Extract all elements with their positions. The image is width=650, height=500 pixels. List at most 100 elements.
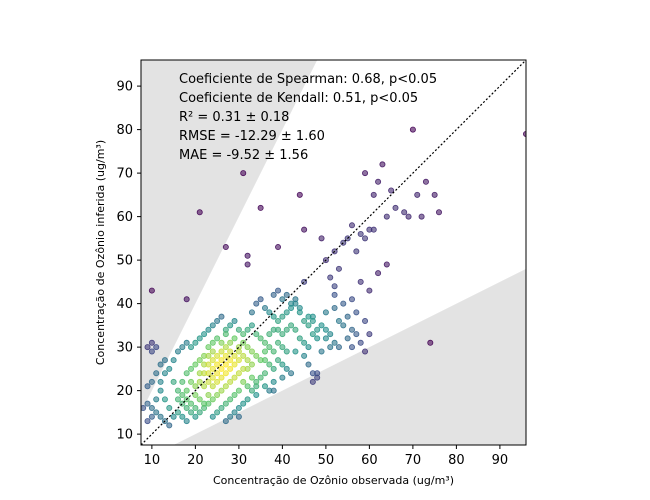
data-point [218, 387, 225, 394]
data-point [157, 387, 164, 394]
data-point [305, 344, 312, 351]
data-point [266, 344, 273, 351]
data-point [248, 309, 255, 316]
data-point [279, 331, 286, 338]
data-point [235, 387, 242, 394]
y-tick-label: 60 [116, 210, 133, 225]
data-point [227, 413, 234, 420]
data-point [183, 418, 190, 425]
data-point [222, 370, 229, 377]
data-point [240, 352, 247, 359]
data-point [296, 335, 303, 342]
data-point [275, 244, 282, 251]
data-point [279, 344, 286, 351]
data-point [383, 213, 390, 220]
x-axis-ticks: 10 20 30 40 50 60 70 80 90 [144, 445, 509, 468]
data-point [279, 296, 286, 303]
data-point [188, 365, 195, 372]
data-point [379, 161, 386, 168]
data-point [331, 304, 338, 311]
data-point [275, 339, 282, 346]
data-point [166, 422, 173, 429]
data-point [231, 361, 238, 368]
data-point [348, 326, 355, 333]
data-point [153, 396, 160, 403]
data-point [209, 383, 216, 390]
data-point [348, 344, 355, 351]
plot-frame [140, 59, 527, 446]
data-point [192, 361, 199, 368]
y-tick-label: 90 [116, 80, 133, 95]
data-point [174, 348, 181, 355]
data-point [231, 374, 238, 381]
data-point [318, 235, 325, 242]
data-point [235, 348, 242, 355]
data-point [231, 318, 238, 325]
data-point [214, 335, 221, 342]
data-point [227, 365, 234, 372]
data-point [366, 226, 373, 233]
data-point [144, 344, 151, 351]
data-point [435, 209, 442, 216]
data-point [275, 318, 282, 325]
data-point [235, 326, 242, 333]
data-point [209, 413, 216, 420]
data-point [222, 383, 229, 390]
y-axis-ticks: 10 20 30 40 50 60 70 80 90 [116, 80, 141, 443]
data-point [196, 335, 203, 342]
data-point [305, 322, 312, 329]
data-point [248, 361, 255, 368]
data-point [148, 348, 155, 355]
data-point [366, 331, 373, 338]
data-point [253, 378, 260, 385]
data-point [305, 361, 312, 368]
data-point [144, 383, 151, 390]
data-point [427, 339, 434, 346]
data-point [257, 204, 264, 211]
data-point [261, 383, 268, 390]
x-tick-label: 20 [187, 453, 204, 468]
data-point [144, 418, 151, 425]
data-point [296, 309, 303, 316]
data-point [157, 413, 164, 420]
data-point [301, 226, 308, 233]
data-point [161, 357, 168, 364]
x-axis-label: Concentração de Ozônio observada (ug/m³) [213, 474, 454, 487]
data-point [253, 391, 260, 398]
data-point [141, 405, 147, 412]
data-point [218, 357, 225, 364]
data-point [288, 370, 295, 377]
data-point [222, 244, 229, 251]
data-point [288, 304, 295, 311]
data-point [170, 413, 177, 420]
data-point [322, 335, 329, 342]
data-point [409, 126, 416, 133]
data-point [179, 378, 186, 385]
data-point [240, 331, 247, 338]
data-point [335, 318, 342, 325]
data-point [353, 331, 360, 338]
data-point [270, 291, 277, 298]
data-point [214, 361, 221, 368]
data-point [148, 339, 155, 346]
data-point [205, 391, 212, 398]
data-point [161, 370, 168, 377]
data-point [253, 300, 260, 307]
data-point [174, 387, 181, 394]
data-point [348, 296, 355, 303]
data-point [240, 378, 247, 385]
x-tick-label: 90 [492, 453, 509, 468]
data-point [222, 400, 229, 407]
data-point [205, 352, 212, 359]
data-point [353, 309, 360, 316]
data-point [209, 396, 216, 403]
data-point [196, 378, 203, 385]
data-point [288, 322, 295, 329]
data-point [153, 409, 160, 416]
data-point [235, 413, 242, 420]
data-point [253, 331, 260, 338]
annotation-block: Coeficiente de Spearman: 0.68, p<0.05 Co… [179, 72, 437, 163]
data-point [170, 378, 177, 385]
data-point [248, 322, 255, 329]
data-point [201, 400, 208, 407]
